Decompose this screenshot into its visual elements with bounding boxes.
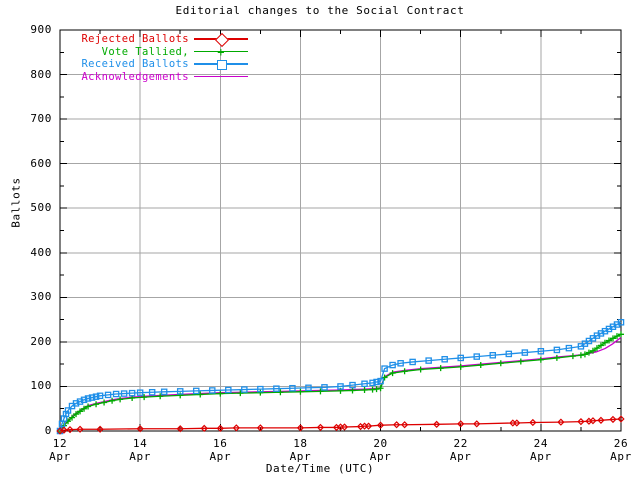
- y-tick-label: 300: [30, 290, 52, 304]
- chart-legend: Rejected Ballots Vote Tallied, + Received B…: [58, 33, 248, 83]
- x-tick-month: Apr: [369, 450, 392, 463]
- x-tick-label: 16 Apr: [190, 437, 250, 463]
- legend-label: Rejected Ballots: [81, 33, 189, 45]
- y-tick-label: 900: [30, 23, 52, 36]
- x-tick-label: 20 Apr: [351, 437, 411, 463]
- legend-item: Acknowledgements: [58, 71, 248, 84]
- x-tick-day: 20: [373, 437, 388, 450]
- y-tick-label: 500: [30, 201, 52, 215]
- x-tick-day: 18: [293, 437, 308, 450]
- x-tick-month: Apr: [449, 450, 472, 463]
- chart-title: Editorial changes to the Social Contract: [175, 4, 465, 17]
- x-tick-month: Apr: [289, 450, 312, 463]
- x-tick-month: Apr: [209, 450, 232, 463]
- y-tick-label: 700: [30, 112, 52, 126]
- y-tick-label: 100: [30, 379, 52, 393]
- series-rejected-ballots: [56, 415, 625, 435]
- x-tick-month: Apr: [610, 450, 632, 463]
- x-tick-day: 26: [613, 437, 629, 450]
- y-tick-label: 0: [44, 424, 52, 437]
- legend-label: Vote Tallied,: [101, 45, 189, 58]
- x-tick-month: Apr: [129, 450, 151, 463]
- legend-label: Acknowledgements: [81, 70, 189, 83]
- x-tick-month: Apr: [49, 450, 71, 463]
- legend-label: Received Ballots: [81, 58, 189, 71]
- legend-swatch-square-icon: [194, 58, 248, 71]
- x-tick-label: 22 Apr: [431, 437, 491, 463]
- x-tick-label: 24 Apr: [511, 437, 571, 463]
- x-tick-label: 12 Apr: [30, 437, 90, 463]
- x-tick-label: 18 Apr: [270, 437, 330, 463]
- y-tick-label: 400: [30, 245, 52, 259]
- x-tick-day: 12: [52, 437, 68, 450]
- x-tick-label: 26 Apr: [591, 437, 640, 463]
- series-received-ballots: [56, 319, 625, 435]
- legend-swatch-none-icon: [194, 71, 248, 83]
- legend-item: Vote Tallied, +: [58, 46, 248, 59]
- series-vote-tallied: [57, 331, 624, 434]
- x-axis-label: Date/Time (UTC): [265, 462, 375, 475]
- legend-swatch-diamond-icon: [194, 33, 248, 48]
- x-tick-day: 14: [132, 437, 148, 450]
- x-tick-day: 22: [453, 437, 468, 450]
- x-tick-label: 14 Apr: [110, 437, 170, 463]
- legend-swatch-plus-icon: +: [194, 46, 248, 58]
- x-tick-day: 16: [213, 437, 228, 450]
- y-tick-label: 800: [30, 67, 52, 81]
- legend-item: Received Ballots: [58, 58, 248, 71]
- y-tick-label: 200: [30, 334, 52, 348]
- y-tick-label: 600: [30, 156, 52, 170]
- legend-item: Rejected Ballots: [58, 33, 248, 48]
- x-tick-month: Apr: [530, 450, 552, 463]
- x-tick-day: 24: [533, 437, 549, 450]
